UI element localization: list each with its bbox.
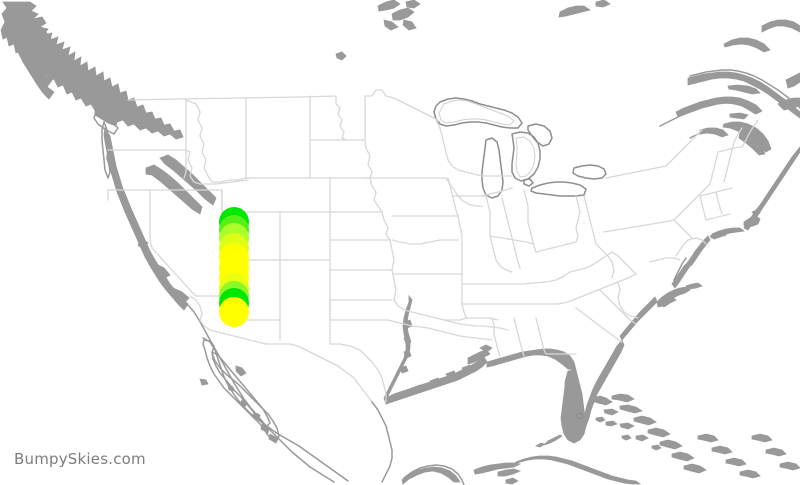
florida-coastline	[534, 369, 587, 448]
caribbean-islands	[401, 393, 800, 485]
pacific-northwest-coastline	[0, 1, 217, 311]
great-lakes	[335, 51, 607, 199]
state-borders-south	[443, 119, 759, 357]
baja-california-coastline	[187, 304, 349, 483]
mexico-interior	[371, 401, 393, 483]
route-dot	[219, 297, 249, 327]
state-borders-midwest	[364, 89, 597, 275]
watermark-bumpyskies: BumpySkies.com	[14, 450, 146, 468]
state-borders-plains	[289, 95, 509, 403]
atlantic-coastline	[583, 146, 800, 428]
eastern-canada-coastline	[377, 0, 800, 156]
